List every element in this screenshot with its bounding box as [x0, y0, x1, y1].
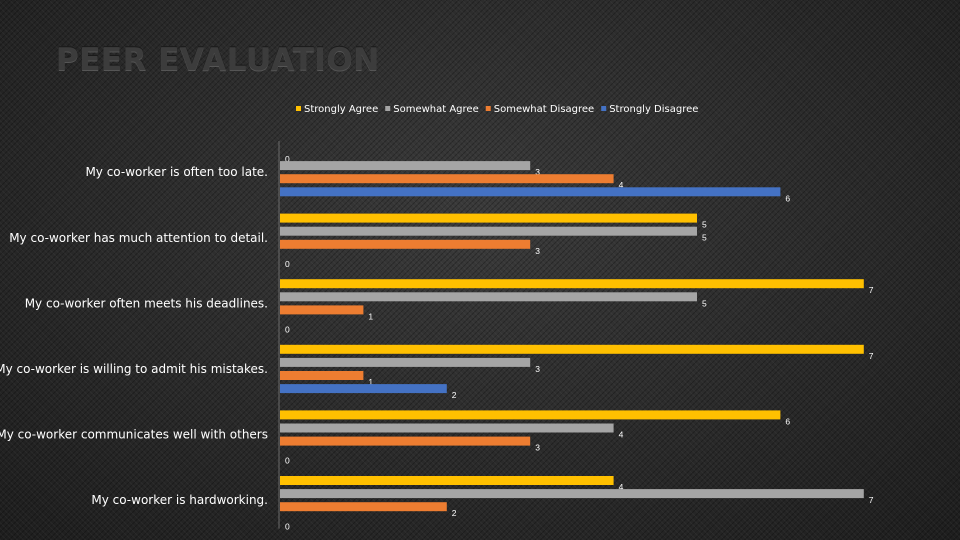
legend-swatch [385, 106, 391, 111]
bar-somewhat-disagree [280, 305, 364, 315]
data-label: 6 [785, 193, 790, 203]
legend-item: Somewhat Agree [385, 104, 479, 115]
data-label: 1 [368, 377, 373, 387]
data-label: 4 [619, 482, 624, 492]
legend-item: Strongly Disagree [601, 104, 698, 115]
legend-item: Strongly Agree [296, 104, 378, 115]
legend-swatch [485, 106, 491, 111]
category-label: My co-worker is often too late. [85, 165, 268, 179]
category-label: My co-worker has much attention to detai… [9, 231, 268, 245]
category-label: My co-worker often meets his deadlines. [25, 296, 268, 310]
bar-somewhat-disagree [280, 371, 364, 380]
legend-swatch [296, 106, 301, 111]
category-label: My co-worker is willing to admit his mis… [0, 362, 268, 376]
legend-label: Strongly Agree [304, 104, 378, 115]
legend-label: Strongly Disagree [609, 104, 698, 115]
bar-somewhat-agree [280, 423, 614, 433]
data-label: 3 [535, 167, 540, 177]
data-label: 2 [452, 508, 457, 518]
data-label: 5 [702, 233, 707, 243]
data-label: 6 [785, 416, 790, 426]
bar-somewhat-disagree [280, 239, 531, 249]
data-label: 5 [702, 298, 707, 308]
legend: Strongly Agree Somewhat Agree Somewhat Dis… [296, 104, 698, 115]
bar-somewhat-agree [280, 161, 531, 171]
data-label: 0 [285, 521, 290, 531]
bar-somewhat-agree [280, 292, 697, 302]
data-label: 5 [702, 220, 707, 230]
plot-area: My co-worker is often too late. 0 3 4 6 My co… [0, 141, 874, 531]
bar-strongly-agree [280, 213, 697, 223]
data-label: 2 [452, 390, 457, 400]
bar-somewhat-disagree [280, 174, 614, 184]
bar-somewhat-agree [280, 226, 697, 236]
bar-strongly-agree [280, 344, 864, 354]
data-label: 7 [869, 495, 874, 505]
bar-strongly-agree [280, 476, 614, 485]
data-label: 0 [285, 456, 290, 466]
bar-somewhat-agree [280, 357, 531, 367]
data-label: 3 [535, 364, 540, 374]
legend-label: Somewhat Agree [393, 104, 479, 115]
legend-item: Somewhat Disagree [485, 104, 594, 115]
bar-somewhat-disagree [280, 502, 447, 512]
data-label: 7 [869, 351, 874, 361]
bar-strongly-agree [280, 410, 781, 420]
data-label: 0 [285, 325, 290, 335]
bar-strongly-disagree [280, 384, 447, 394]
data-label: 0 [285, 259, 290, 269]
category-label: My co-worker communicates well with othe… [0, 428, 268, 442]
data-label: 3 [535, 246, 540, 256]
data-label: 1 [368, 311, 373, 321]
bar-somewhat-agree [280, 489, 864, 499]
category-label: My co-worker is hardworking. [91, 493, 268, 507]
legend-swatch [601, 106, 607, 111]
data-label: 4 [619, 430, 624, 440]
data-label: 7 [869, 285, 874, 295]
data-label: 4 [619, 180, 624, 190]
bar-strongly-agree [280, 279, 864, 289]
data-label: 3 [535, 443, 540, 453]
chart-title: PEER EVALUATION [56, 42, 380, 78]
bar-strongly-disagree [280, 187, 781, 197]
legend-label: Somewhat Disagree [494, 104, 594, 115]
data-label: 0 [285, 154, 290, 164]
bar-somewhat-disagree [280, 436, 531, 446]
